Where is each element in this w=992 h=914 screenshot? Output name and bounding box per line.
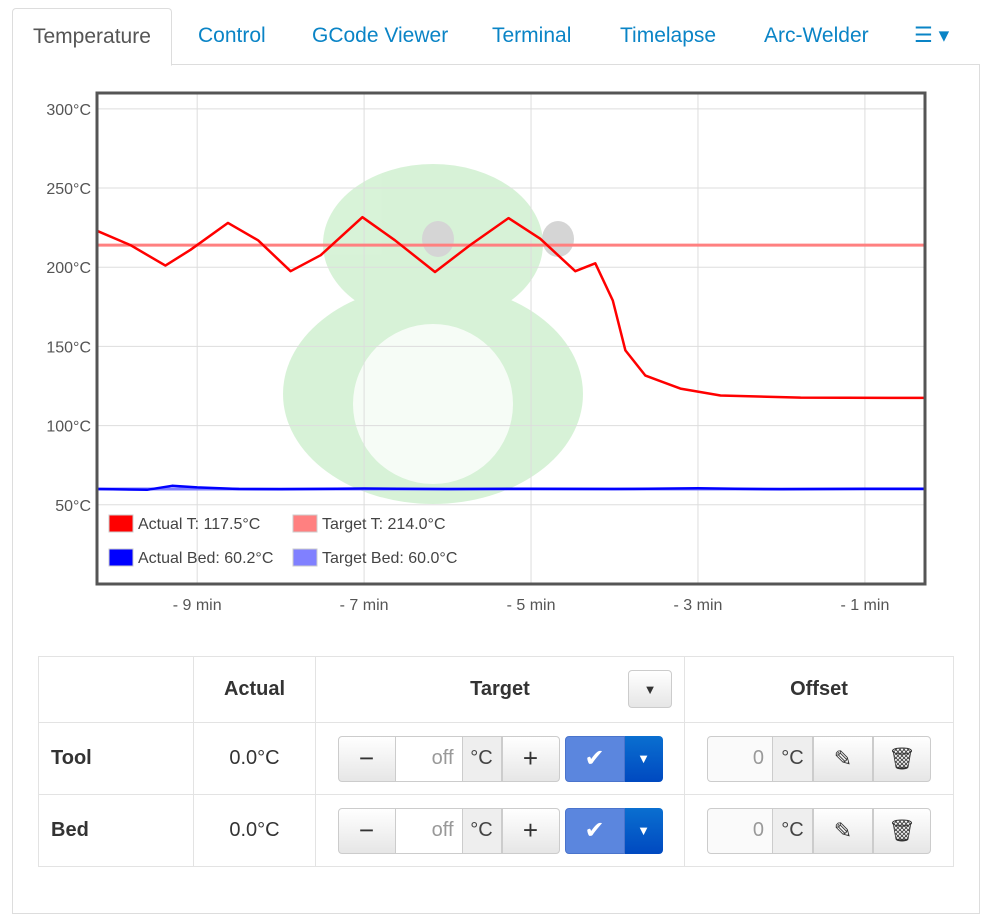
decrease-button[interactable]: − [337, 807, 396, 854]
legend-swatch [292, 514, 318, 533]
list-dropdown-icon: ☰ ▾ [914, 24, 950, 47]
increase-button[interactable]: + [501, 735, 560, 782]
unit-label: °C [461, 807, 502, 854]
set-target-button[interactable]: ✔ [564, 735, 625, 782]
row-label: Tool [38, 722, 194, 795]
trash-icon: 🗑 [888, 745, 916, 771]
y-tick-label: 300°C [46, 102, 91, 119]
logo-body [283, 284, 583, 504]
target-input[interactable]: off [395, 735, 462, 782]
target-input[interactable]: off [395, 807, 462, 854]
x-tick-label: - 7 min [340, 597, 389, 614]
tab-arc-welder[interactable]: Arc-Welder [764, 24, 869, 47]
tab-temperature[interactable]: Temperature [12, 8, 172, 66]
caret-down-icon: ▼ [637, 751, 650, 766]
logo-eye [542, 221, 574, 257]
plot-frame [95, 91, 927, 586]
plus-icon: + [522, 743, 539, 773]
temperature-controls-table: Actual Target ▼ Offset Tool 0.0°C − off … [38, 656, 954, 867]
header-offset: Offset [684, 656, 954, 723]
edit-offset-button[interactable]: ✎ [813, 735, 873, 782]
plus-icon: + [522, 815, 539, 845]
temperature-panel: - 9 min - 7 min - 5 min - 3 min - 1 min 50°C 1… [12, 64, 980, 914]
caret-down-icon: ▼ [637, 823, 650, 838]
set-target-dropdown[interactable]: ▼ [624, 807, 663, 854]
set-target-button[interactable]: ✔ [564, 807, 625, 854]
header-actual: Actual [193, 656, 316, 723]
temperature-chart: - 9 min - 7 min - 5 min - 3 min - 1 min 50°C 1… [46, 91, 927, 614]
legend-label: Target Bed: 60.0°C [322, 550, 457, 567]
delete-offset-button[interactable]: 🗑 [873, 807, 931, 854]
minus-icon: − [358, 815, 375, 845]
legend-swatch [108, 548, 134, 567]
series-line-actual-tool [96, 215, 926, 400]
legend-swatch [108, 514, 134, 533]
target-presets-dropdown[interactable]: ▼ [628, 670, 672, 708]
y-tick-label: 250°C [46, 181, 91, 198]
increase-button[interactable]: + [501, 807, 560, 854]
x-tick-label: - 3 min [674, 597, 723, 614]
series-line-actual-bed [96, 484, 925, 492]
set-target-dropdown[interactable]: ▼ [624, 735, 663, 782]
minus-icon: − [358, 743, 375, 773]
pencil-icon: ✎ [833, 817, 853, 843]
y-tick-label: 200°C [46, 260, 91, 277]
header-target: Target [470, 678, 530, 700]
trash-icon: 🗑 [888, 817, 916, 843]
edit-offset-button[interactable]: ✎ [813, 807, 873, 854]
tab-timelapse[interactable]: Timelapse [620, 24, 717, 47]
y-tick-label: 50°C [55, 498, 91, 515]
x-tick-label: - 1 min [840, 597, 889, 614]
legend-label: Actual T: 117.5°C [138, 516, 260, 533]
pencil-icon: ✎ [833, 745, 853, 771]
table-row-tool: Tool 0.0°C − off °C + ✔ ▼ 0 °C ✎ 🗑 [38, 722, 954, 795]
row-label: Bed [38, 794, 194, 867]
tabs-more-button[interactable]: ☰ ▾ [894, 8, 969, 65]
logo-belly [353, 324, 513, 484]
check-icon: ✔ [584, 745, 605, 772]
caret-down-icon: ▼ [643, 681, 657, 697]
tab-bar: Temperature Control GCode Viewer Termina… [12, 8, 980, 66]
delete-offset-button[interactable]: 🗑 [873, 735, 931, 782]
legend-label: Target T: 214.0°C [322, 516, 446, 533]
octoprint-logo-watermark [283, 164, 583, 504]
y-tick-label: 100°C [46, 419, 91, 436]
tab-gcode-viewer[interactable]: GCode Viewer [312, 24, 449, 47]
decrease-button[interactable]: − [337, 735, 396, 782]
x-tick-label: - 5 min [507, 597, 556, 614]
x-tick-label: - 9 min [173, 597, 222, 614]
table-row-bed: Bed 0.0°C − off °C + ✔ ▼ 0 °C ✎ 🗑 [38, 794, 954, 867]
tab-control[interactable]: Control [198, 24, 266, 47]
unit-label: °C [773, 807, 813, 854]
logo-eye [422, 221, 454, 257]
offset-input[interactable]: 0 [707, 807, 773, 854]
unit-label: °C [461, 735, 502, 782]
actual-value: 0.0°C [193, 722, 316, 795]
check-icon: ✔ [584, 817, 605, 844]
y-tick-label: 150°C [46, 339, 91, 356]
actual-value: 0.0°C [193, 794, 316, 867]
legend-label: Actual Bed: 60.2°C [138, 550, 273, 567]
tab-terminal[interactable]: Terminal [492, 24, 572, 47]
legend-swatch [292, 548, 318, 567]
offset-input[interactable]: 0 [707, 735, 773, 782]
unit-label: °C [773, 735, 813, 782]
